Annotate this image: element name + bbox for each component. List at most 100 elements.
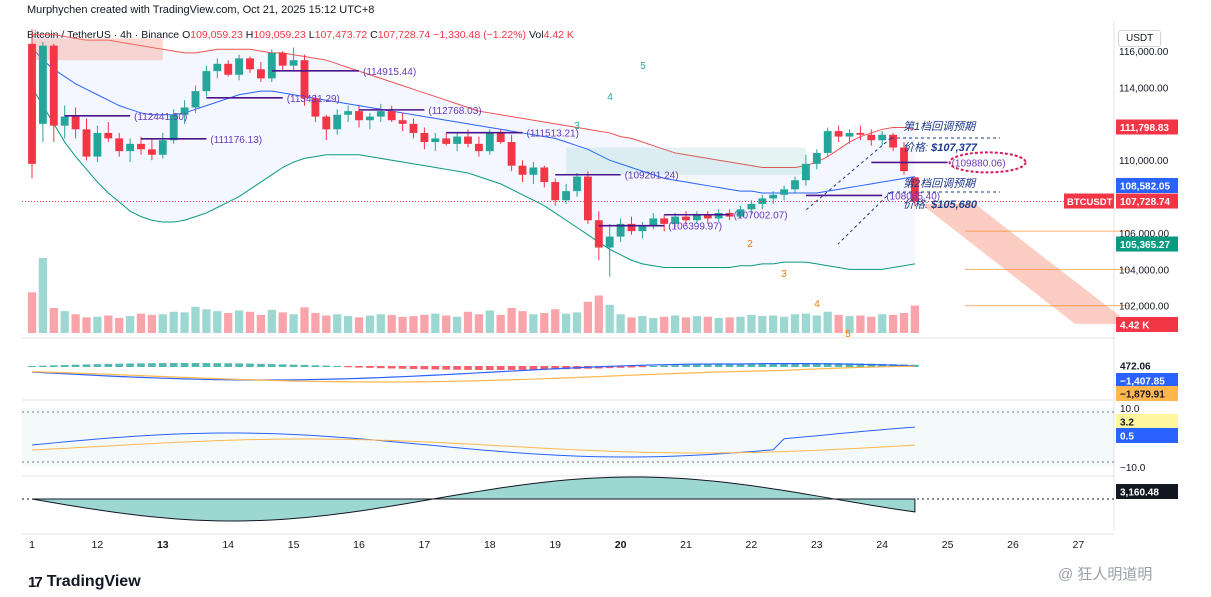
volume-bar — [703, 316, 712, 333]
time-tick-label: 21 — [680, 539, 692, 551]
candle-body — [758, 198, 767, 204]
candle-body — [649, 218, 658, 226]
candle-body — [540, 167, 549, 183]
macd-histogram-bar — [834, 363, 843, 367]
macd-histogram-bar — [703, 364, 712, 367]
currency-button[interactable]: USDT — [1118, 30, 1162, 47]
candle-body — [692, 214, 701, 221]
volume-bar — [878, 314, 887, 333]
candles — [28, 29, 919, 277]
macd-histogram-bar — [540, 366, 549, 370]
volume-bar — [561, 313, 571, 333]
candle-body — [834, 131, 843, 137]
volume-bar — [169, 311, 178, 333]
macd-histogram-bar — [693, 364, 701, 367]
price-tag-bg — [1116, 193, 1178, 209]
candle-body — [202, 71, 211, 92]
candle-body — [355, 111, 363, 121]
volume-bar — [725, 317, 734, 333]
macd-histogram-bar — [507, 366, 516, 370]
price-level-label: (109201.24) — [625, 171, 679, 182]
volume-bar — [812, 315, 821, 333]
candle-body — [191, 91, 200, 108]
volume-bar — [572, 312, 582, 333]
volume-bar — [431, 313, 440, 333]
volume-bar — [158, 314, 167, 333]
symbol-pair[interactable]: Bitcoin / TetherUS · 4h · Binance — [27, 29, 180, 41]
osc-area — [31, 476, 916, 522]
annotation-arrows — [805, 137, 1000, 245]
annotation-leader — [837, 191, 892, 245]
volume-bar — [365, 315, 375, 333]
candle-body — [311, 98, 320, 117]
rsi-tag: 3.2 — [1120, 418, 1134, 429]
price-level-label: (112441.50) — [134, 112, 187, 123]
macd-histogram-bar — [289, 364, 298, 367]
price-levels: (114915.44) (113431.29) (112441.50) (112768… — [64, 67, 1027, 233]
price-tick-label: 106,000.00 — [1119, 229, 1169, 240]
macd-histogram-bar — [867, 363, 876, 367]
osc-tag: 3,160.48 — [1120, 488, 1159, 499]
macd-histogram-bar — [246, 363, 254, 367]
volume-bar — [594, 295, 603, 333]
macd-histogram-bar — [355, 366, 363, 368]
volume-label: Vol — [528, 29, 544, 41]
candle-body — [464, 136, 472, 144]
candle-body — [453, 136, 462, 144]
volume-bar — [627, 317, 636, 333]
wave-label: 3 — [574, 121, 580, 132]
volume-bar — [638, 316, 647, 333]
tradingview-logo-icon: 17 — [28, 573, 43, 591]
annotation-second-retracement: 第2档回调预期 价格: $105,680 — [903, 175, 977, 212]
volume-bar — [202, 309, 211, 333]
tradingview-logo-text: TradingView — [46, 573, 141, 590]
price-tag-prefix-bg — [1064, 193, 1114, 209]
macd-histogram-bar — [409, 366, 418, 370]
macd-histogram-bar — [671, 365, 679, 367]
high-value: 109,059.23 — [253, 29, 306, 41]
volume-bar — [823, 311, 832, 333]
price-level-label: (108065.40) — [886, 191, 940, 202]
volume-bar — [910, 305, 920, 333]
volume-bar — [104, 315, 113, 333]
projection-channel — [920, 203, 1130, 324]
volume-bar — [518, 311, 527, 333]
tradingview-logo[interactable]: 17 TradingView — [28, 573, 141, 591]
volume-bar — [496, 314, 505, 333]
rsi-tag-bg — [1116, 428, 1178, 443]
macd-histogram-bar — [780, 363, 788, 367]
candle-body — [594, 220, 603, 248]
volume-bar — [343, 316, 353, 333]
candle-body — [93, 132, 102, 157]
volume-bar — [442, 315, 451, 333]
projection-zone — [920, 203, 1130, 324]
close-value: 107,728.74 — [377, 29, 431, 41]
low-label: L — [308, 29, 315, 41]
macd-histogram-bar — [267, 364, 276, 367]
candle-body — [496, 132, 505, 143]
wave-labels: 5 4 3 2 3 4 5 — [574, 61, 851, 340]
macd-histogram-bar — [213, 363, 222, 367]
symbol-legend: Bitcoin / TetherUS · 4h · Binance O109,0… — [27, 29, 574, 41]
candle-body — [551, 182, 560, 201]
candle-body — [420, 132, 429, 143]
volume-bar — [605, 304, 614, 333]
annotation-second-title: 第2档回调预期 — [903, 178, 976, 190]
macd-histogram-bar — [71, 364, 80, 367]
candle-body — [474, 143, 483, 152]
macd-tag: −1,407.85 — [1120, 377, 1165, 388]
macd-histogram-bar — [420, 366, 429, 370]
bollinger-bands — [31, 34, 915, 270]
macd-histogram-bar — [202, 363, 211, 367]
price-tick-label: 104,000.00 — [1119, 265, 1169, 276]
annotation-first-retracement: 第1档回调预期 价格: $107,377 — [903, 118, 977, 155]
macd-histogram-bar — [278, 364, 287, 367]
candle-body — [529, 167, 538, 175]
annotation-leader — [805, 137, 892, 211]
demand-zone — [566, 147, 806, 175]
price-tick-label: 114,000.00 — [1119, 83, 1169, 94]
time-axis[interactable]: 1 12 13 14 15 16 17 18 19 20 21 22 23 24 25 26 27 — [29, 539, 1084, 551]
candle-body — [703, 214, 712, 219]
time-tick-label: 16 — [353, 539, 365, 551]
